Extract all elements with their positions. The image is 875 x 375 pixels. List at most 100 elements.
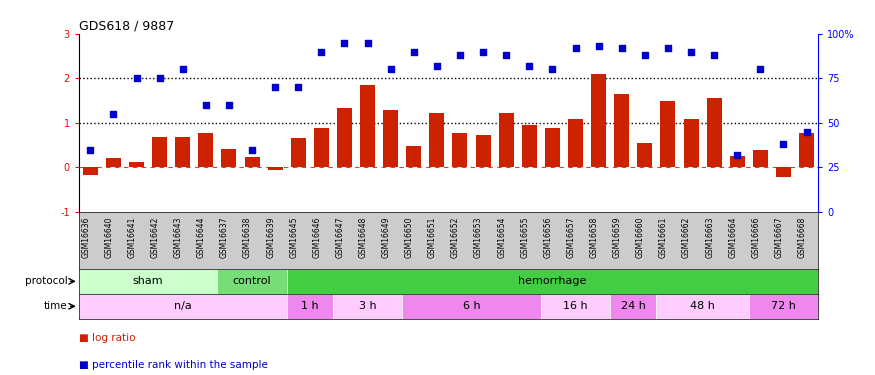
Text: GSM16644: GSM16644 (197, 216, 206, 258)
Bar (83, 167, 98, 176)
Bar (337, 108, 352, 167)
Text: GSM16650: GSM16650 (405, 216, 414, 258)
Text: GSM16664: GSM16664 (728, 216, 738, 258)
Bar (730, 156, 745, 167)
Bar (452, 133, 467, 167)
Point (476, 49, 490, 55)
Text: GSM16661: GSM16661 (659, 216, 668, 258)
Text: GSM16659: GSM16659 (612, 216, 622, 258)
Text: GSM16647: GSM16647 (335, 216, 345, 258)
Bar (287, 294, 332, 319)
Text: GSM16655: GSM16655 (521, 216, 529, 258)
Point (800, 129, 814, 135)
Text: GSM16657: GSM16657 (566, 216, 576, 258)
Text: 48 h: 48 h (690, 301, 715, 311)
Text: GSM16636: GSM16636 (81, 216, 90, 258)
Bar (637, 143, 653, 167)
Point (776, 141, 790, 147)
Point (569, 45, 583, 51)
Bar (106, 158, 121, 167)
Text: 3 h: 3 h (359, 301, 376, 311)
Bar (314, 128, 329, 167)
Text: hemorrhage: hemorrhage (518, 276, 586, 286)
Bar (592, 74, 606, 167)
Text: GSM16648: GSM16648 (359, 216, 368, 258)
Bar (129, 162, 144, 167)
Point (407, 49, 421, 55)
Bar (360, 85, 375, 167)
Point (268, 84, 282, 90)
Bar (332, 294, 402, 319)
Point (83, 147, 97, 153)
Bar (545, 128, 560, 167)
Text: GSM16652: GSM16652 (451, 216, 460, 258)
Text: GSM16662: GSM16662 (682, 216, 691, 258)
Bar (152, 137, 167, 167)
Text: ■ log ratio: ■ log ratio (79, 333, 136, 343)
Point (615, 45, 629, 51)
Point (176, 66, 190, 72)
Text: GSM16663: GSM16663 (705, 216, 714, 258)
Text: GSM16643: GSM16643 (174, 216, 183, 258)
Text: GSM16651: GSM16651 (428, 216, 437, 258)
Text: GSM16654: GSM16654 (497, 216, 507, 258)
Bar (221, 148, 236, 167)
Point (522, 63, 536, 69)
Point (500, 52, 514, 58)
Bar (799, 133, 814, 167)
Bar (661, 102, 676, 167)
Point (661, 45, 675, 51)
Text: 16 h: 16 h (564, 301, 588, 311)
Point (199, 102, 213, 108)
Text: ■ percentile rank within the sample: ■ percentile rank within the sample (79, 360, 268, 369)
Bar (476, 135, 491, 167)
Bar (175, 137, 190, 167)
Text: 72 h: 72 h (771, 301, 796, 311)
Bar (199, 133, 214, 167)
Bar (430, 113, 444, 167)
Bar (268, 167, 283, 170)
Text: GSM16637: GSM16637 (220, 216, 229, 258)
Point (453, 52, 467, 58)
Point (314, 49, 328, 55)
Bar (614, 94, 629, 167)
Bar (541, 294, 610, 319)
Point (383, 66, 397, 72)
Point (130, 75, 144, 81)
Text: GSM16666: GSM16666 (752, 216, 760, 258)
Point (360, 40, 374, 46)
Bar (656, 294, 749, 319)
Point (291, 84, 305, 90)
Bar (79, 269, 217, 294)
Text: GSM16642: GSM16642 (150, 216, 159, 258)
Point (684, 49, 698, 55)
Bar (402, 294, 541, 319)
Text: GSM16640: GSM16640 (104, 216, 114, 258)
Text: 24 h: 24 h (621, 301, 646, 311)
Bar (217, 269, 287, 294)
Text: GDS618 / 9887: GDS618 / 9887 (79, 20, 174, 33)
Bar (522, 125, 537, 167)
Text: GSM16641: GSM16641 (128, 216, 136, 258)
Text: protocol: protocol (24, 276, 67, 286)
Text: n/a: n/a (174, 301, 192, 311)
Text: control: control (233, 276, 271, 286)
Point (592, 43, 605, 49)
Text: GSM16668: GSM16668 (798, 216, 807, 258)
Point (222, 102, 236, 108)
Text: GSM16667: GSM16667 (774, 216, 783, 258)
Text: GSM16645: GSM16645 (290, 216, 298, 258)
Text: 1 h: 1 h (301, 301, 318, 311)
Point (545, 66, 559, 72)
Point (338, 40, 352, 46)
Bar (683, 119, 698, 167)
Point (430, 63, 444, 69)
Text: GSM16649: GSM16649 (382, 216, 390, 258)
Text: GSM16638: GSM16638 (243, 216, 252, 258)
Text: time: time (44, 301, 67, 311)
Bar (776, 167, 791, 177)
Point (707, 52, 721, 58)
Point (152, 75, 166, 81)
Text: GSM16653: GSM16653 (474, 216, 483, 258)
Bar (707, 98, 722, 167)
